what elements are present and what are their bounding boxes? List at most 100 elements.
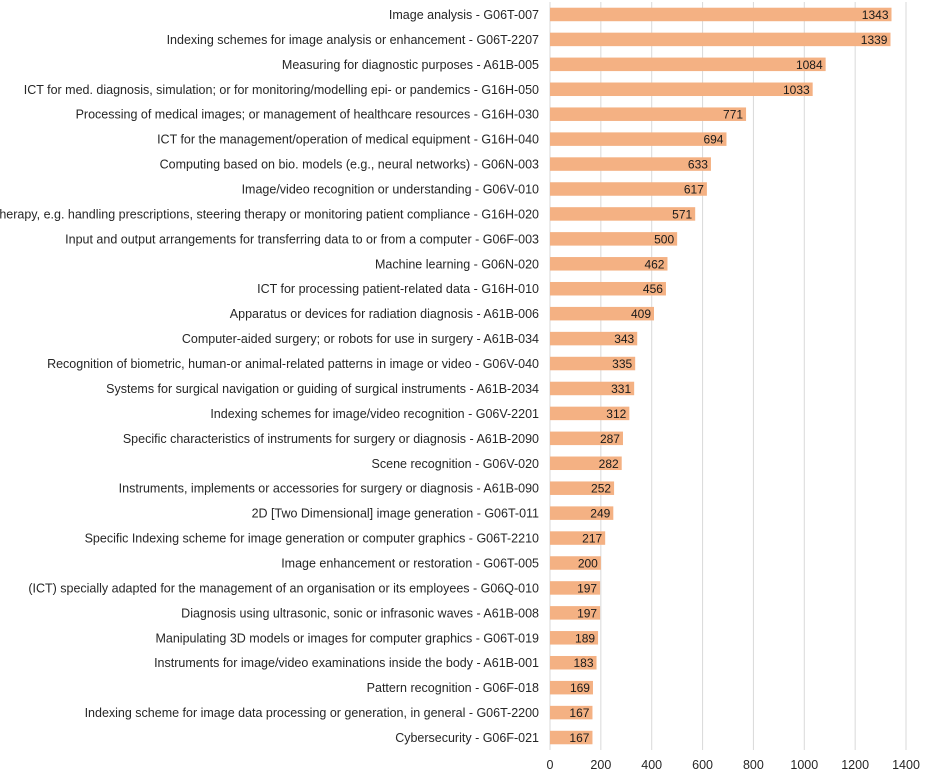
x-tick-label: 800 [743,758,764,772]
data-label: 197 [577,581,597,595]
x-tick-label: 1000 [790,758,818,772]
bar [550,182,707,196]
data-label: 343 [614,332,634,346]
category-label: Instruments, implements or accessories f… [119,482,539,496]
category-label: Specific Indexing scheme for image gener… [85,532,539,546]
category-label: Cybersecurity - G06F-021 [395,731,539,745]
data-label: 694 [703,133,723,147]
data-label: 312 [606,407,626,421]
category-label: Image enhancement or restoration - G06T-… [281,557,539,571]
gridlines [549,2,907,750]
bar [550,356,636,371]
bar [550,606,601,620]
category-label: Indexing schemes for image analysis or e… [167,33,539,47]
bar [550,32,891,47]
data-label: 633 [688,158,708,172]
data-label: 1343 [862,8,889,22]
category-label: 2D [Two Dimensional] image generation - … [252,507,539,521]
category-label: Apparatus or devices for radiation diagn… [230,307,539,321]
x-axis-ticks: 0 200 400 600 800 1000 1200 1400 [547,758,920,772]
data-label: 335 [612,357,632,371]
category-label: Recognition of biometric, human-or anima… [47,357,539,371]
data-label: 456 [643,282,663,296]
category-label: Computer-aided surgery; or robots for us… [182,332,539,346]
data-label: 409 [631,307,651,321]
data-label: 1339 [861,33,888,47]
category-label: Systems for surgical navigation or guidi… [106,382,539,396]
bar [550,331,638,346]
bar [550,281,666,296]
bar [550,257,668,271]
data-label: 200 [578,557,598,571]
x-tick-label: 1200 [841,758,869,772]
bar [550,680,593,695]
data-label: 287 [600,432,620,446]
bar [550,207,696,221]
category-label: Instruments for image/video examinations… [154,656,539,670]
category-label: Scene recognition - G06V-020 [372,457,540,471]
category-label: ICT for therapy, e.g. handling prescript… [0,207,539,221]
category-label: Image analysis - G06T-007 [389,8,539,22]
bar [550,531,606,545]
data-label: 617 [684,183,704,197]
category-labels: Image analysis - G06T-007 Indexing scheme… [0,8,539,745]
data-label: 197 [577,606,597,620]
category-label: ICT for the management/operation of medi… [157,133,539,147]
bar [550,132,727,146]
x-tick-label: 1400 [892,758,920,772]
bar [550,730,593,745]
bar [550,7,892,22]
bar [550,556,601,570]
data-label: 500 [654,232,674,246]
category-label: Processing of medical images; or managem… [76,108,539,122]
data-label: 217 [582,532,602,546]
bar [550,306,655,321]
bar [550,506,614,520]
data-label: 571 [672,207,692,221]
bar [550,581,601,595]
category-label: Indexing scheme for image data processin… [85,706,539,720]
category-label: Image/video recognition or understanding… [242,183,539,197]
bar [550,107,747,121]
data-label: 1033 [783,83,810,97]
bar [550,705,593,720]
data-label: 282 [599,457,619,471]
bar [550,57,826,72]
x-tick-label: 600 [692,758,713,772]
x-tick-label: 200 [590,758,611,772]
data-label: 462 [644,257,664,271]
category-label: Pattern recognition - G06F-018 [367,681,539,695]
x-tick-label: 400 [641,758,662,772]
bar [550,157,711,171]
x-tick-label: 0 [547,758,554,772]
data-label: 167 [569,731,589,745]
category-label: Specific characteristics of instruments … [123,432,539,446]
data-label: 771 [723,108,743,122]
category-label: Diagnosis using ultrasonic, sonic or inf… [181,606,539,620]
bar [550,655,597,670]
category-label: ICT for med. diagnosis, simulation; or f… [24,83,539,97]
category-label: Manipulating 3D models or images for com… [155,631,539,645]
category-label: ICT for processing patient-related data … [257,282,539,296]
bar [550,82,813,97]
bar [550,456,622,471]
category-label: (ICT) specially adapted for the manageme… [28,581,539,595]
category-label: Measuring for diagnostic purposes - A61B… [282,58,539,72]
data-label: 331 [611,382,631,396]
bar [550,406,630,421]
data-label: 189 [575,631,595,645]
bar [550,232,678,246]
data-label: 183 [574,656,594,670]
bar [550,381,635,396]
data-label: 252 [591,482,611,496]
data-label: 169 [570,681,590,695]
category-label: Machine learning - G06N-020 [375,257,539,271]
category-label: Computing based on bio. models (e.g., ne… [160,158,539,172]
data-label: 249 [590,507,610,521]
data-label: 1084 [796,58,823,72]
bar [550,481,615,495]
data-label: 167 [569,706,589,720]
category-label: Input and output arrangements for transf… [65,232,539,246]
